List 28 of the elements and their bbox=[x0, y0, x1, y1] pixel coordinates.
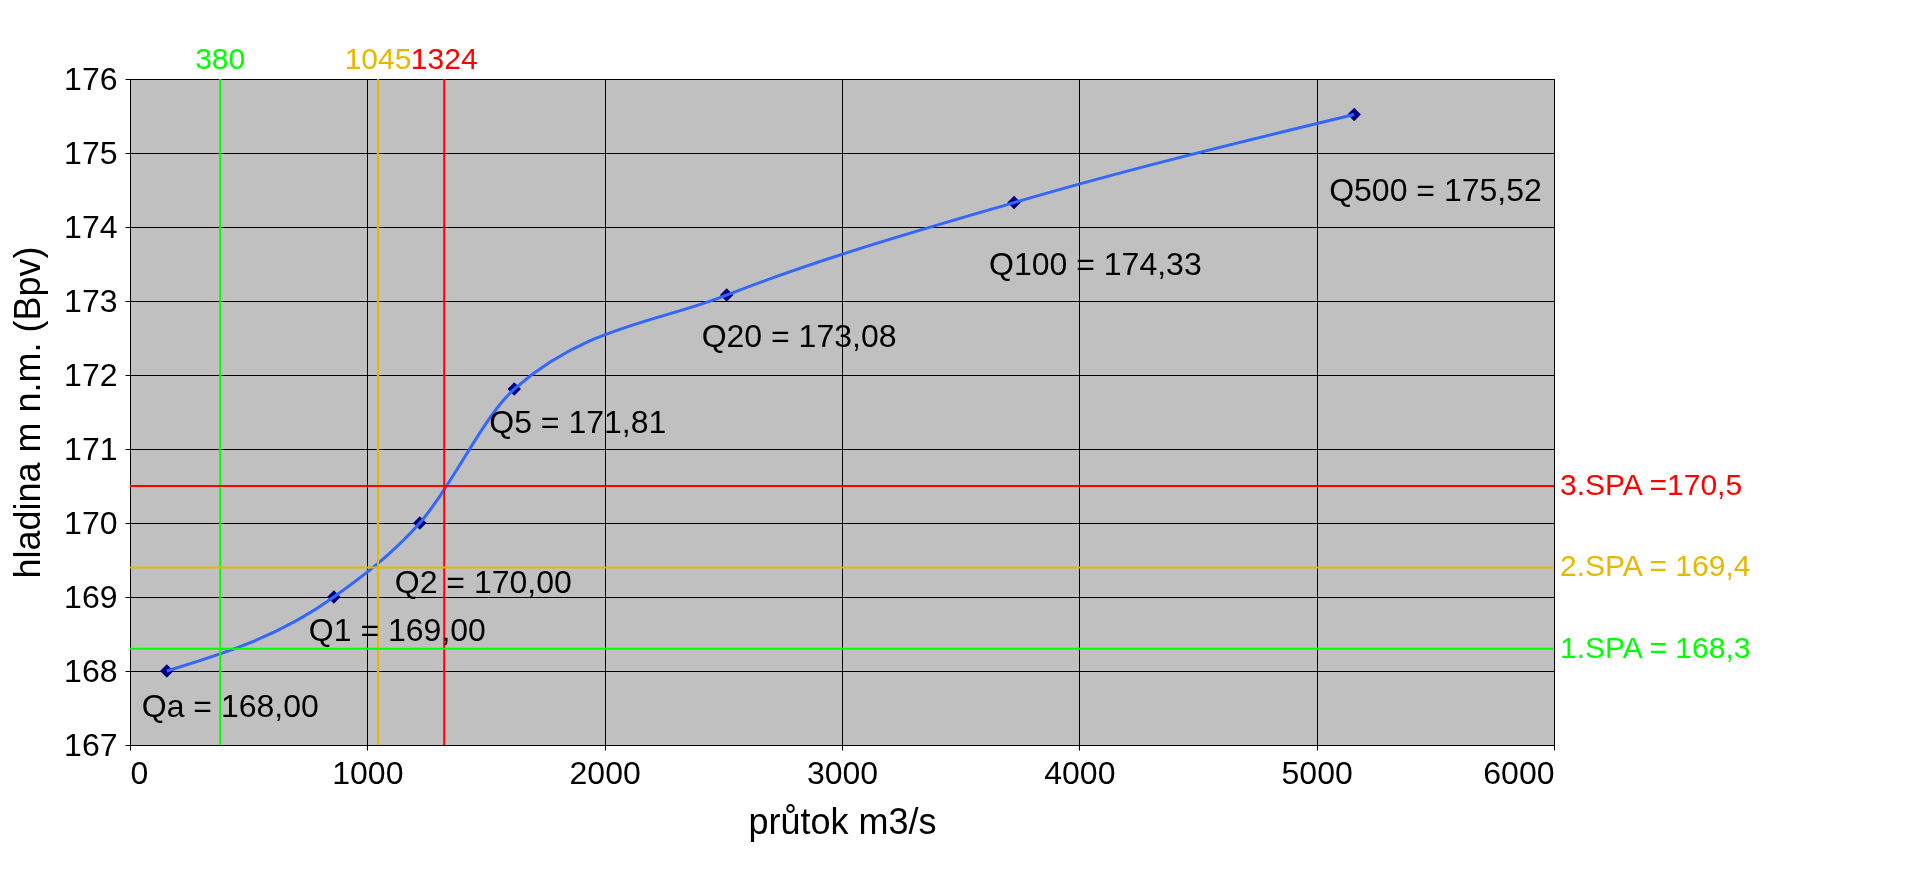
annotation: Q500 = 175,52 bbox=[1329, 171, 1542, 208]
y-tick-label: 173 bbox=[64, 282, 118, 319]
y-tick-label: 170 bbox=[64, 504, 118, 541]
x-tick-label: 5000 bbox=[1281, 754, 1353, 791]
y-tick-label: 175 bbox=[64, 134, 118, 171]
y-tick-label: 174 bbox=[64, 208, 118, 245]
x-axis-title: průtok m3/s bbox=[748, 800, 937, 842]
x-tick-label: 4000 bbox=[1044, 754, 1116, 791]
annotation: Q2 = 170,00 bbox=[394, 564, 572, 600]
ref-line-label: 380 bbox=[195, 42, 246, 75]
ref-line-label: 1324 bbox=[410, 42, 478, 75]
y-tick-label: 168 bbox=[64, 652, 118, 689]
y-tick-label: 167 bbox=[64, 726, 118, 763]
y-tick-label: 171 bbox=[64, 430, 118, 467]
x-tick-label: 6000 bbox=[1483, 754, 1555, 791]
y-tick-label: 176 bbox=[64, 60, 118, 97]
x-tick-label: 1000 bbox=[332, 754, 404, 791]
x-tick-label: 3000 bbox=[806, 754, 879, 791]
annotation: Qa = 168,00 bbox=[141, 688, 319, 724]
y-tick-label: 169 bbox=[64, 578, 118, 615]
ref-line-label: 1045 bbox=[344, 42, 412, 75]
x-tick-label: 2000 bbox=[569, 754, 641, 791]
y-tick-label: 172 bbox=[64, 356, 118, 393]
ref-line-label: 1.SPA = 168,3 bbox=[1560, 630, 1751, 664]
x-tick-label: 0 bbox=[130, 754, 149, 791]
y-axis-title: hladina m n.m. (Bpv) bbox=[7, 246, 49, 579]
ref-line-label: 3.SPA =170,5 bbox=[1560, 468, 1743, 501]
ref-line-label: 2.SPA = 169,4 bbox=[1560, 549, 1751, 583]
